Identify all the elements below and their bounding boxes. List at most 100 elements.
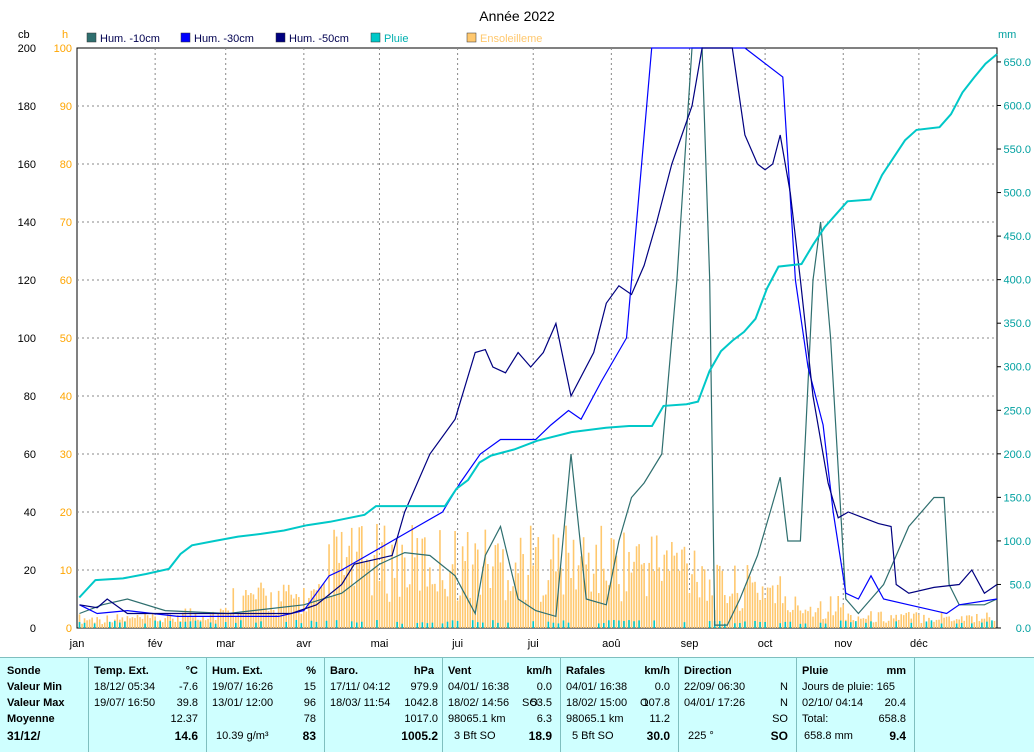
sunshine-bar: [192, 617, 194, 628]
rain-day-bar: [819, 622, 822, 628]
rafales-last-bft: 5 Bft SO: [572, 730, 614, 742]
pluie-last-extra: 658.8 mm: [804, 730, 853, 742]
sunshine-bar: [449, 570, 451, 628]
sunshine-bar: [532, 565, 535, 628]
rain-day-bar: [850, 622, 852, 628]
sunshine-bar: [471, 564, 474, 628]
baro-min-date: 17/11/ 04:12: [330, 681, 391, 693]
rain-day-bar: [597, 623, 600, 628]
vent-max-date: 18/02/ 14:56: [448, 697, 510, 709]
right-tick-label: 600.0: [1003, 100, 1031, 112]
sunshine-bar: [920, 623, 923, 628]
pluie-total: 658.8: [878, 713, 906, 725]
panel-direction: Direction 22/09/ 06:30 N 04/01/ 17:26 N SO…: [678, 658, 797, 752]
series-line-hum-30cm: [79, 47, 998, 618]
sunshine-bar: [378, 580, 381, 628]
rain-day-bar: [602, 623, 605, 628]
sunshine-bar: [852, 620, 855, 628]
sunshine-bar: [781, 603, 784, 628]
pluie-header: Pluie: [802, 665, 829, 677]
sunshine-bar: [948, 616, 950, 628]
sunshine-bar: [847, 613, 850, 628]
sunshine-bar: [613, 539, 615, 628]
sunshine-bar: [340, 531, 343, 628]
rain-day-bar: [613, 620, 615, 628]
sunshine-bar: [630, 572, 633, 628]
sunshine-bar: [633, 561, 635, 628]
sunshine-bar: [723, 595, 726, 628]
sunshine-bar: [527, 574, 529, 628]
series-line-pluie: [78, 53, 998, 599]
baro-moyenne: 1017.0: [404, 713, 438, 725]
sunshine-bar: [706, 600, 708, 628]
sunshine-bar: [166, 613, 169, 628]
sunshine-bar: [880, 611, 882, 628]
left-tick-label: 180: [18, 101, 36, 113]
sunshine-bar: [887, 620, 890, 628]
sunshine-bar: [736, 592, 739, 628]
sunshine-bar: [746, 565, 749, 628]
sunshine-bar: [308, 597, 310, 628]
rain-day-bar: [83, 622, 86, 628]
sunshine-bar: [126, 616, 129, 628]
rain-day-bar: [628, 620, 630, 628]
rain-day-bar: [189, 621, 192, 628]
sunshine-bar: [295, 594, 298, 628]
right-tick-label: 650.0: [1003, 57, 1031, 69]
sunshine-bar: [194, 613, 197, 628]
sunshine-bar: [396, 539, 398, 628]
rain-day-bar: [169, 620, 172, 628]
sunshine-bar: [766, 587, 769, 628]
sunshine-bar: [832, 615, 834, 628]
sunshine-bar: [582, 537, 585, 628]
sunshine-bar: [658, 567, 661, 628]
direction-min-value: N: [780, 681, 788, 693]
rain-day-bar: [492, 620, 494, 628]
sunshine-bar: [663, 554, 666, 628]
month-label: fév: [148, 638, 163, 650]
sunshine-bar: [547, 580, 550, 628]
sunshine-bar: [749, 576, 751, 628]
sunshine-bar: [628, 551, 630, 628]
sunshine-bar: [227, 610, 230, 628]
sunshine-bar: [978, 621, 981, 628]
sunshine-bar: [769, 587, 771, 628]
right-tick-label: 550.0: [1003, 144, 1031, 156]
left2-tick-label: 50: [60, 333, 72, 345]
baro-max-date: 18/03/ 11:54: [330, 697, 391, 709]
month-label: mar: [216, 638, 235, 650]
temp-last: 14.6: [174, 729, 198, 743]
sunshine-bar: [575, 589, 577, 628]
right-tick-label: 300.0: [1003, 362, 1031, 374]
legend-swatch: [275, 32, 286, 43]
rain-day-bar: [562, 620, 565, 628]
rain-day-bar: [234, 622, 237, 628]
temp-unit: °C: [185, 665, 198, 677]
sunshine-bar: [610, 538, 613, 628]
rain-day-bar: [623, 620, 625, 628]
rain-day-bar: [981, 622, 983, 628]
sunshine-bar: [799, 610, 802, 628]
right-tick-label: 350.0: [1003, 318, 1031, 330]
rain-day-bar: [446, 621, 449, 628]
rafales-min-value: 0.0: [654, 681, 670, 693]
sunshine-bar: [701, 566, 703, 628]
rain-day-bar: [285, 621, 288, 628]
sunshine-bar: [976, 613, 978, 628]
rain-day-bar: [507, 622, 509, 628]
month-label: déc: [910, 638, 928, 650]
rain-day-bar: [209, 622, 212, 628]
sunshine-bar: [219, 608, 222, 628]
sunshine-bar: [290, 594, 293, 628]
sunshine-bar: [139, 617, 141, 628]
sunshine-bar: [867, 615, 870, 628]
sunshine-bar: [635, 546, 638, 628]
sunshine-bar: [441, 580, 444, 628]
sunshine-bar: [177, 615, 179, 628]
sunshine-bar: [368, 560, 371, 628]
sunshine-bar: [877, 612, 880, 628]
sunshine-bar: [890, 615, 892, 628]
direction-max-date: 04/01/ 17:26: [684, 697, 746, 709]
left2-tick-label: 0: [66, 623, 72, 635]
sunshine-bar: [182, 612, 184, 628]
